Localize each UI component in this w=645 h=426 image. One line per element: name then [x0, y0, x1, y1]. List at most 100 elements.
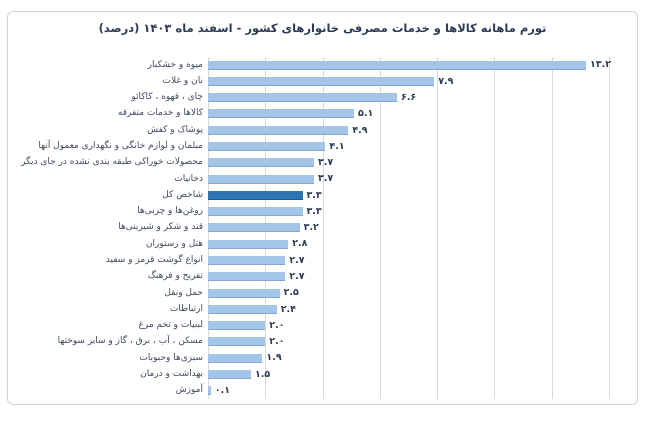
- bar-row: حمل ونقل ۲.۵: [8, 285, 629, 301]
- value-label: ۳.۷: [317, 173, 334, 185]
- bar-cell: ۳.۷: [208, 171, 629, 187]
- value-label: ۲.۷: [289, 271, 305, 283]
- bar-cell: ۳.۳: [208, 204, 629, 220]
- value-label: ۰.۱: [214, 385, 231, 397]
- bar-row: نان و غلات ۷.۹: [8, 73, 629, 89]
- chart-title: تورم ماهانه کالاها و خدمات مصرفی خانواره…: [98, 21, 547, 35]
- bar: [208, 207, 303, 217]
- value-label: ۲.۷: [289, 254, 305, 266]
- bar-row: آموزش ۰.۱: [8, 383, 629, 399]
- gridline: [322, 57, 324, 399]
- bar: [208, 190, 303, 200]
- bar: [208, 60, 587, 70]
- bar-cell: ۳.۷: [208, 155, 629, 171]
- gridline: [379, 57, 381, 399]
- category-label: شاخص کل: [162, 189, 203, 200]
- bar-row: کالاها و خدمات متفرقه ۵.۱: [8, 106, 629, 122]
- value-label: ۷.۹: [438, 75, 454, 87]
- value-label: ۶.۶: [401, 91, 417, 103]
- bar-row: قند و شکر و شیرینی‌ها ۳.۲: [8, 220, 629, 236]
- bar: [208, 321, 266, 331]
- gridline: [608, 57, 610, 399]
- bar-row: محصولات خوراکی طبقه بندی نشده در جای دیگ…: [8, 155, 629, 171]
- bar-row: روغن‌ها و چربی‌ها ۳.۳: [8, 204, 629, 220]
- bar-cell: ۱.۹: [208, 350, 629, 366]
- category-label: هتل و رستوران: [145, 238, 203, 249]
- bar-row: تفریح و فرهنگ ۲.۷: [8, 269, 629, 285]
- category-label: آموزش: [175, 385, 203, 396]
- bar: [208, 256, 286, 266]
- category-label: دخانیات: [174, 173, 203, 184]
- bar-cell: ۴.۹: [208, 122, 629, 138]
- bar-cell: ۲.۰: [208, 334, 629, 350]
- bar-cell: ۲.۷: [208, 269, 629, 285]
- value-label: ۱.۵: [254, 368, 271, 380]
- bar-row: انواع گوشت قرمز و سفید ۲.۷: [8, 252, 629, 268]
- value-label: ۲.۵: [283, 287, 299, 299]
- value-label: ۲.۰: [269, 336, 285, 348]
- category-label: پوشاک و کفش: [147, 124, 203, 135]
- category-label: ارتباطات: [169, 303, 203, 314]
- bar: [208, 386, 211, 396]
- value-label: ۱۳.۲: [590, 59, 612, 71]
- bar-row: لبنیات و تخم مرغ ۲.۰: [8, 318, 629, 334]
- bar-cell: ۲.۷: [208, 252, 629, 268]
- bar-cell: ۱.۵: [208, 366, 629, 382]
- bar-row: هتل و رستوران ۲.۸: [8, 236, 629, 252]
- bar-row: مسکن ، آب ، برق ، گاز و سایر سوختها ۲.۰: [8, 334, 629, 350]
- bar-cell: ۲.۸: [208, 236, 629, 252]
- category-label: سبزی‌ها وحبوبات: [139, 352, 203, 363]
- bar-cell: ۳.۳: [208, 187, 629, 203]
- bar-cell: ۰.۱: [208, 383, 629, 399]
- category-label: تفریح و فرهنگ: [147, 271, 203, 282]
- gridline: [437, 57, 439, 399]
- bar: [208, 304, 277, 314]
- bar-rows: میوه و خشکبار ۱۳.۲ نان و غلات ۷.۹ چای ، …: [8, 57, 629, 399]
- value-label: ۵.۱: [358, 108, 374, 120]
- value-label: ۳.۳: [306, 189, 322, 201]
- value-label: ۴.۱: [329, 140, 345, 152]
- bar-row: سبزی‌ها وحبوبات ۱.۹: [8, 350, 629, 366]
- category-label: انواع گوشت قرمز و سفید: [105, 255, 203, 266]
- category-label: چای ، قهوه ، کاکائو: [131, 92, 203, 103]
- bar: [208, 369, 251, 379]
- bar: [208, 142, 326, 152]
- category-label: حمل ونقل: [164, 287, 203, 298]
- bar-row: چای ، قهوه ، کاکائو ۶.۶: [8, 90, 629, 106]
- bar: [208, 76, 435, 86]
- bar: [208, 337, 266, 347]
- category-label: روغن‌ها و چربی‌ها: [137, 206, 203, 217]
- value-label: ۳.۳: [306, 205, 322, 217]
- value-label: ۲.۸: [292, 238, 308, 250]
- bar-row: مبلمان و لوازم خانگی و نگهداری معمول آنه…: [8, 138, 629, 154]
- bar-row: دخانیات ۳.۷: [8, 171, 629, 187]
- category-label: لبنیات و تخم مرغ: [138, 320, 204, 331]
- bar-row: بهداشت و درمان ۱.۵: [8, 366, 629, 382]
- bar: [208, 288, 280, 298]
- bar-cell: ۳.۲: [208, 220, 629, 236]
- value-label: ۳.۷: [317, 157, 334, 169]
- bar-row: میوه و خشکبار ۱۳.۲: [8, 57, 629, 73]
- category-label: مسکن ، آب ، برق ، گاز و سایر سوختها: [57, 336, 203, 347]
- category-label: قند و شکر و شیرینی‌ها: [118, 222, 203, 233]
- bar: [208, 109, 355, 119]
- bar-cell: ۲.۵: [208, 285, 629, 301]
- gridline: [494, 57, 496, 399]
- bar-row: پوشاک و کفش ۴.۹: [8, 122, 629, 138]
- value-label: ۱.۹: [266, 352, 282, 364]
- bar: [208, 174, 314, 184]
- category-label: محصولات خوراکی طبقه بندی نشده در جای دیگ…: [21, 157, 203, 168]
- bar-cell: ۱۳.۲: [208, 57, 629, 73]
- bar-cell: ۲.۰: [208, 318, 629, 334]
- bar-row: ارتباطات ۲.۴: [8, 301, 629, 317]
- category-label: میوه و خشکبار: [147, 59, 203, 70]
- chart-frame: تورم ماهانه کالاها و خدمات مصرفی خانواره…: [7, 11, 638, 405]
- bar-cell: ۴.۱: [208, 138, 629, 154]
- value-label: ۲.۴: [280, 303, 296, 315]
- bar: [208, 158, 314, 168]
- gridline: [551, 57, 553, 399]
- value-label: ۴.۹: [352, 124, 368, 136]
- category-label: مبلمان و لوازم خانگی و نگهداری معمول آنه…: [38, 141, 203, 152]
- value-label: ۳.۲: [303, 222, 319, 234]
